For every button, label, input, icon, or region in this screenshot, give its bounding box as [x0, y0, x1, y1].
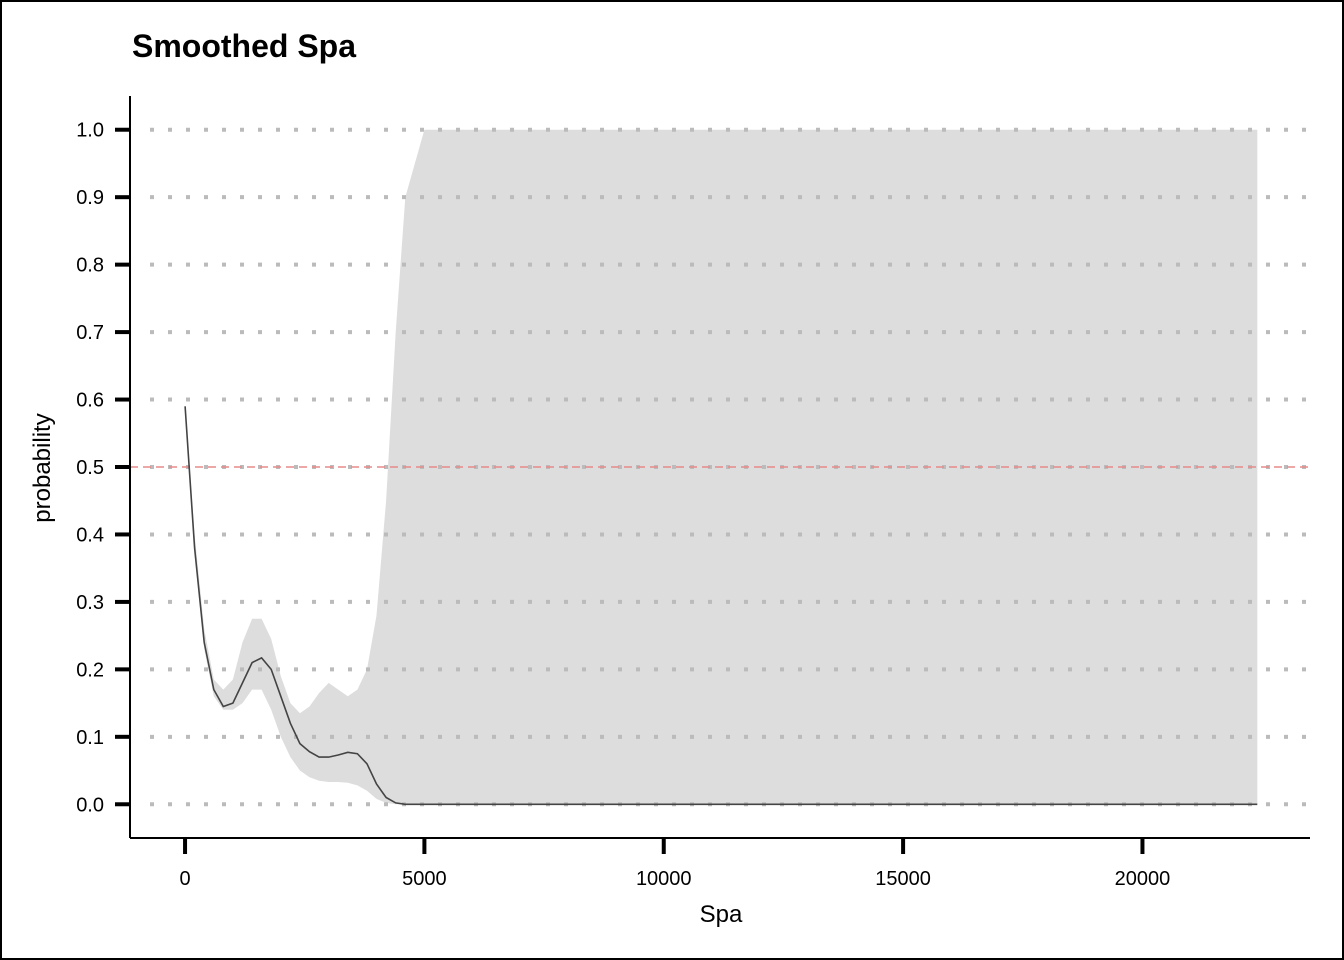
y-tick-label: 1.0: [76, 120, 104, 142]
series-line-layer: [184, 406, 1258, 806]
y-tick-label: 0.6: [76, 390, 104, 412]
x-tick-label: 0: [179, 868, 190, 890]
x-tick-label: 15000: [875, 868, 931, 890]
y-tick-label: 0.4: [76, 524, 104, 546]
y-tick-label: 0.9: [76, 187, 104, 209]
chart-title: Smoothed Spa: [132, 28, 356, 64]
y-tick-label: 0.2: [76, 659, 104, 681]
y-axis-title: probability: [29, 413, 56, 522]
x-tick-label: 20000: [1115, 868, 1171, 890]
y-tick-label: 0.8: [76, 255, 104, 277]
x-tick-label: 5000: [402, 868, 447, 890]
x-tick-label: 10000: [636, 868, 692, 890]
y-tick-label: 0.3: [76, 592, 104, 614]
axis-layer: 0.0 0.1 0.2 0.3 0.4 0.5 0.6 0.7 0.8 0.9 1.0 0 5000 10…: [76, 96, 1310, 890]
y-tick-label: 0.1: [76, 727, 104, 749]
y-tick-label: 0.0: [76, 794, 104, 816]
y-tick-label: 0.5: [76, 457, 104, 479]
y-tick-label: 0.7: [76, 322, 104, 344]
series-line: [184, 406, 1258, 806]
x-axis-title: Spa: [700, 901, 743, 928]
